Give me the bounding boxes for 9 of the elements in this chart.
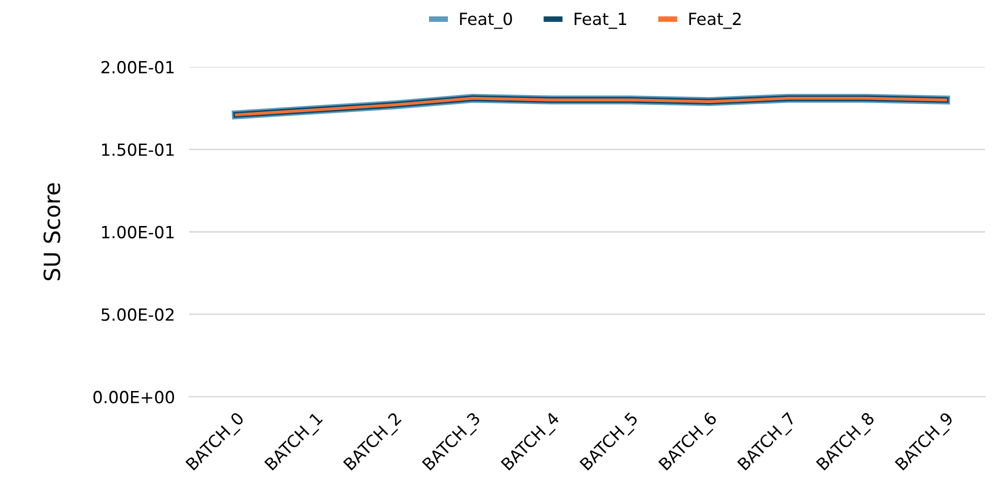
legend-label: Feat_1 xyxy=(574,12,626,29)
y-tick-label: 5.00E-02 xyxy=(102,308,174,321)
y-axis-title: SU Score xyxy=(43,183,60,280)
y-tick-label: 1.50E-01 xyxy=(102,143,174,156)
legend-label: Feat_2 xyxy=(689,12,741,29)
y-tick-label: 0.00E+00 xyxy=(93,390,174,404)
y-tick-label: 2.00E-01 xyxy=(102,60,174,74)
y-tick-label: 1.00E-01 xyxy=(102,226,174,238)
legend-label: Feat_0 xyxy=(460,12,512,29)
